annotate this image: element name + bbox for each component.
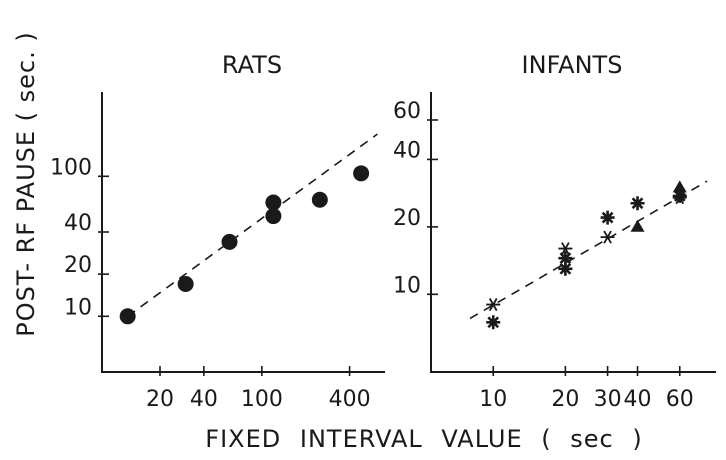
infants-fit-line [469, 180, 708, 320]
rats-data-point [311, 191, 328, 208]
rats-data-point [353, 165, 370, 182]
infants-x-tick-label: 60 [666, 387, 694, 412]
rats-fit-line [127, 133, 378, 317]
y-axis-label: POST- RF PAUSE ( sec. ) [12, 31, 40, 336]
infants-data-point-star-core [604, 214, 611, 221]
rats-y-tick-label: 20 [64, 253, 92, 278]
infants-y-tick-label: 60 [393, 99, 421, 124]
rats-x-tick-label: 20 [146, 387, 174, 412]
infants-data-point-asterisk [486, 298, 501, 312]
rats-y-tick-label: 100 [50, 155, 92, 180]
infants-data-point-star-core [490, 319, 497, 326]
infants-x-tick-label: 30 [594, 387, 622, 412]
infants-data-point-star-core [562, 265, 569, 272]
infants-x-tick-label: 10 [479, 387, 507, 412]
infants-data-point-asterisk [600, 230, 615, 244]
rats-data-point [177, 276, 194, 293]
infants-data-point-triangle [672, 180, 687, 193]
rats-x-tick-label: 400 [329, 387, 371, 412]
rats-x-tick-label: 100 [241, 387, 283, 412]
infants-y-tick-label: 40 [393, 138, 421, 163]
infants-axes [430, 92, 716, 373]
rats-data-point [119, 308, 136, 325]
infants-x-tick-label: 40 [624, 387, 652, 412]
infants-data-point-star-core [562, 254, 569, 262]
rats-panel-title: RATS [222, 51, 282, 79]
infants-data-point-asterisk [558, 242, 573, 256]
rats-y-tick-label: 10 [64, 295, 92, 320]
x-axis-label: FIXED INTERVAL VALUE ( sec ) [205, 425, 642, 453]
rats-y-tick-label: 40 [64, 211, 92, 236]
infants-panel-title: INFANTS [522, 51, 623, 79]
infants-data-point-star-core [676, 192, 683, 200]
infants-y-tick-label: 10 [393, 273, 421, 298]
infants-data-point-triangle [630, 219, 645, 232]
rats-data-point [265, 208, 282, 225]
rats-panel: RATS 10 20 40 100 20 40 100 400 [50, 51, 385, 412]
infants-y-tick-label: 20 [393, 206, 421, 231]
infants-data-point-star-core [634, 200, 641, 207]
rats-x-tick-label: 40 [190, 387, 218, 412]
infants-x-tick-label: 20 [551, 387, 579, 412]
rats-data-point [221, 233, 238, 250]
rats-data-point [265, 194, 282, 211]
rats-axes [101, 92, 385, 373]
